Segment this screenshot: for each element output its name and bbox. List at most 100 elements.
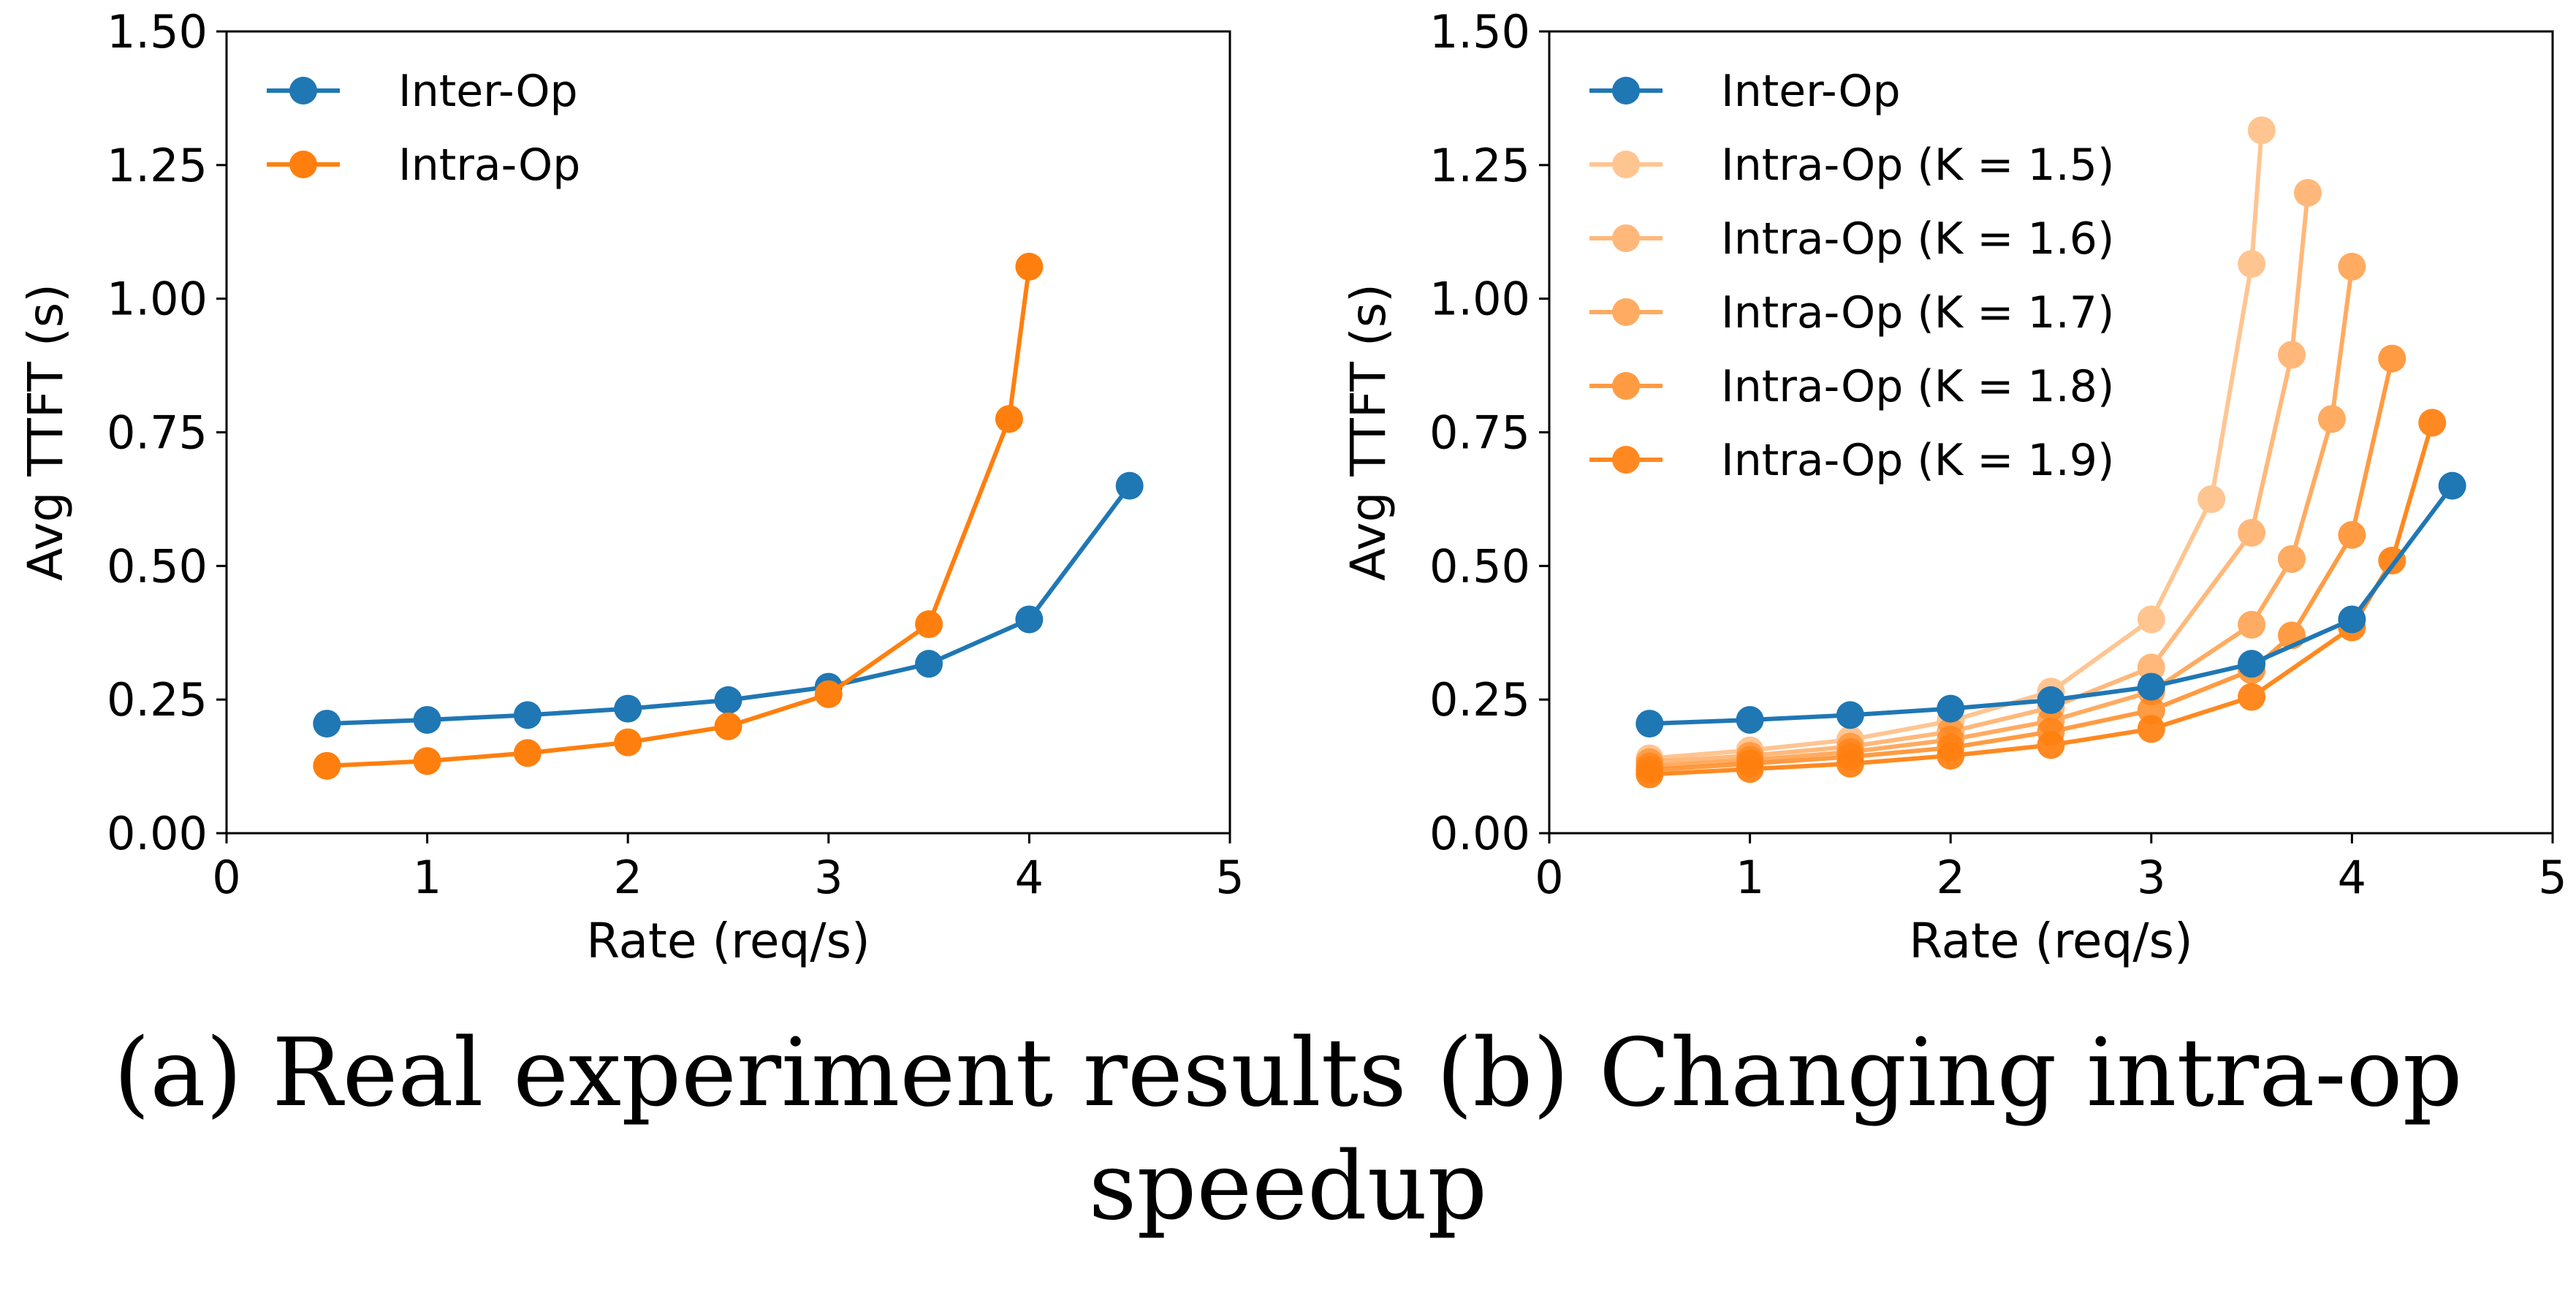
data-point <box>2238 683 2266 711</box>
legend-label: Intra-Op (K = 1.9) <box>1721 435 2114 486</box>
legend-label: Inter-Op <box>1721 66 1901 117</box>
x-tick-label: 2 <box>613 851 642 904</box>
data-point <box>2438 471 2466 500</box>
x-tick-label: 0 <box>1535 851 1563 904</box>
x-axis-label: Rate (req/s) <box>1909 913 2193 969</box>
data-point <box>2238 518 2266 547</box>
data-point <box>2137 715 2165 743</box>
legend-dot <box>1612 372 1640 400</box>
y-tick-label: 1.25 <box>107 139 208 192</box>
x-tick-label: 3 <box>814 851 843 904</box>
legend-marker <box>1589 298 1663 326</box>
series-1 <box>313 252 1044 780</box>
y-tick-label: 0.00 <box>1429 807 1530 860</box>
data-point <box>1635 760 1664 789</box>
data-point <box>2137 605 2165 634</box>
data-point <box>2418 409 2447 437</box>
data-point <box>2137 672 2165 701</box>
legend-marker <box>267 77 340 105</box>
y-tick-label: 1.00 <box>107 273 208 326</box>
data-point <box>1937 741 1965 770</box>
legend-label: Intra-Op <box>398 140 580 191</box>
data-point <box>2317 405 2346 433</box>
legend-label: Intra-Op (K = 1.5) <box>1721 140 2114 191</box>
legend-dot <box>1612 151 1640 178</box>
chart-panel-2: 0 1 2 3 4 5 0.00 0.25 0.50 0.75 1.00 1.25 1.50 Rate (… <box>1340 5 2567 969</box>
data-point <box>2278 341 2306 369</box>
legend-marker <box>1589 446 1663 474</box>
data-point <box>1836 749 1864 778</box>
y-tick-label: 0.75 <box>107 406 208 460</box>
legend-label: Intra-Op (K = 1.7) <box>1721 287 2114 338</box>
y-axis-label: Avg TTFT (s) <box>1340 284 1397 581</box>
data-point <box>1015 605 1044 634</box>
data-point <box>2238 610 2266 639</box>
x-axis-label: Rate (req/s) <box>586 913 870 969</box>
data-point <box>915 610 943 639</box>
x-tick-label: 5 <box>2538 851 2566 904</box>
legend-label: Inter-Op <box>398 66 578 117</box>
data-point <box>614 728 642 756</box>
legend-marker <box>1589 77 1663 105</box>
data-point <box>714 686 742 714</box>
data-point <box>2338 520 2366 549</box>
data-point <box>2278 545 2306 573</box>
data-point <box>614 694 642 723</box>
data-point <box>1635 710 1664 738</box>
legend-dot <box>1612 446 1640 474</box>
y-tick-label: 1.00 <box>1429 273 1530 326</box>
data-point <box>413 705 441 734</box>
data-point <box>915 650 943 678</box>
legend-marker <box>1589 372 1663 400</box>
y-axis-label: Avg TTFT (s) <box>18 284 74 581</box>
y-tick-label: 0.25 <box>107 673 208 726</box>
y-tick-label: 0.50 <box>1429 539 1530 593</box>
caption-line-1: (a) Real experiment results (b) Changing… <box>113 1019 2463 1128</box>
chart-panel-1: 0 1 2 3 4 5 0.00 0.25 0.50 0.75 1.00 1.25 1.50 Rate (… <box>18 5 1245 969</box>
data-point <box>2037 731 2065 759</box>
data-point <box>313 710 341 738</box>
x-tick-label: 2 <box>1936 851 1964 904</box>
legend-dot <box>1612 77 1640 105</box>
series-line <box>1649 357 2395 773</box>
data-point <box>2293 178 2322 207</box>
x-tick-label: 3 <box>2137 851 2165 904</box>
legend-label: Intra-Op (K = 1.6) <box>1721 213 2114 265</box>
data-point <box>413 747 441 775</box>
y-tick-label: 1.50 <box>107 5 208 58</box>
legend-marker <box>1589 151 1663 178</box>
y-tick-label: 0.25 <box>1429 673 1530 726</box>
data-point <box>1115 471 1144 500</box>
x-tick-label: 1 <box>413 851 441 904</box>
data-point <box>995 405 1023 433</box>
legend-label: Intra-Op (K = 1.8) <box>1721 361 2114 412</box>
data-point <box>1736 755 1764 784</box>
y-tick-label: 0.50 <box>107 539 208 593</box>
data-point <box>1836 701 1864 729</box>
data-point <box>1937 694 1965 723</box>
series-0 <box>1635 471 2466 738</box>
data-point <box>1736 705 1764 734</box>
series-0 <box>313 471 1144 738</box>
y-tick-label: 0.00 <box>107 807 208 860</box>
data-point <box>2238 650 2266 678</box>
data-point <box>1015 252 1044 281</box>
legend-dot <box>1612 298 1640 326</box>
caption-line-2: speedup <box>1088 1132 1488 1241</box>
y-tick-label: 0.75 <box>1429 406 1530 460</box>
x-tick-label: 4 <box>2338 851 2366 904</box>
x-tick-label: 5 <box>1215 851 1244 904</box>
y-tick-label: 1.25 <box>1429 139 1530 192</box>
data-point <box>814 680 843 708</box>
data-point <box>513 739 542 767</box>
data-point <box>714 712 742 740</box>
legend-marker <box>1589 224 1663 252</box>
data-point <box>2238 250 2266 278</box>
series-line <box>1649 266 2355 769</box>
y-tick-label: 1.50 <box>1429 5 1530 58</box>
legend-dot <box>289 77 317 105</box>
legend-dot <box>289 151 317 178</box>
series-line <box>327 266 1032 768</box>
x-tick-label: 4 <box>1015 851 1044 904</box>
